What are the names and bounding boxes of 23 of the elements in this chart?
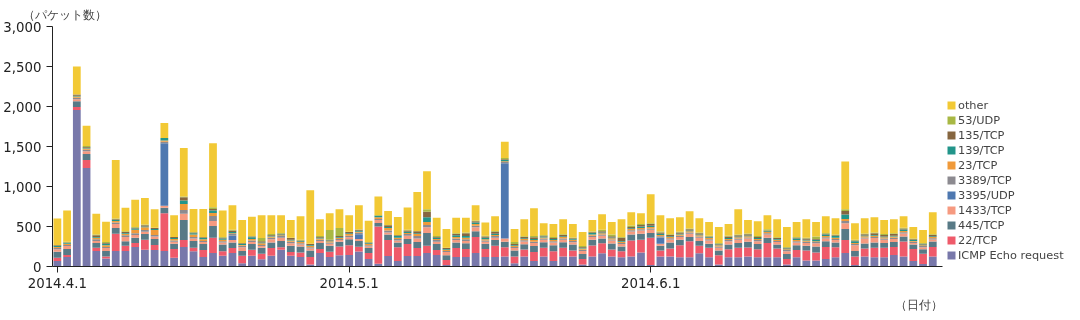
legend-label: 445/TCP bbox=[958, 218, 1005, 232]
legend-label: 23/TCP bbox=[958, 158, 998, 172]
x-axis-title: （日付） bbox=[894, 297, 943, 312]
y-tick-label: 500 bbox=[16, 219, 42, 235]
legend-label: 139/TCP bbox=[958, 143, 1005, 157]
legend-label: other bbox=[958, 98, 989, 112]
legend-label: 3395/UDP bbox=[958, 188, 1015, 202]
legend-label: 135/TCP bbox=[958, 128, 1005, 142]
y-tick-label: 2,000 bbox=[3, 99, 42, 115]
legend-label: 1433/TCP bbox=[958, 203, 1012, 217]
x-tick-label: 2014.6.1 bbox=[621, 275, 681, 291]
x-tick-label: 2014.4.1 bbox=[27, 275, 88, 291]
legend-label: 3389/TCP bbox=[958, 173, 1012, 187]
y-tick-label: 1,000 bbox=[3, 179, 42, 195]
legend-label: ICMP Echo request bbox=[958, 248, 1064, 262]
y-axis-title: （パケット数） bbox=[22, 7, 107, 22]
y-tick-label: 1,500 bbox=[3, 139, 42, 155]
y-tick-label: 0 bbox=[33, 259, 42, 275]
legend-label: 53/UDP bbox=[958, 113, 1001, 127]
y-tick-label: 2,500 bbox=[3, 59, 42, 75]
legend-label: 22/TCP bbox=[958, 233, 998, 247]
y-tick-label: 3,000 bbox=[3, 19, 42, 35]
x-tick-label: 2014.5.1 bbox=[319, 275, 379, 291]
